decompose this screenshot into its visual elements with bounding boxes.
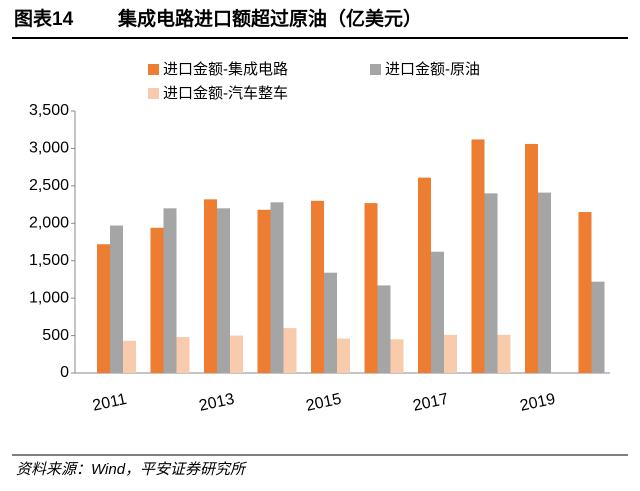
bar <box>431 251 444 373</box>
bar <box>204 199 217 373</box>
x-tick-label: 2013 <box>198 391 236 415</box>
bar <box>217 208 230 373</box>
y-tick-label: 2,500 <box>29 177 69 194</box>
bar <box>591 281 605 373</box>
bar <box>97 244 110 373</box>
bar <box>270 202 284 373</box>
y-tick-label: 3,000 <box>29 140 69 157</box>
bar <box>390 339 404 373</box>
bar <box>444 334 457 373</box>
x-tick-label: 2015 <box>305 391 343 415</box>
x-tick-label: 2017 <box>412 391 450 415</box>
legend-swatch <box>370 64 381 75</box>
legend-swatch <box>148 64 159 75</box>
bar <box>311 200 324 373</box>
bar <box>257 209 271 373</box>
bar <box>337 338 350 373</box>
x-tick-label: 2011 <box>91 391 128 415</box>
y-tick-label: 0 <box>60 364 69 381</box>
bar <box>578 212 592 373</box>
x-tick-label: 2019 <box>519 391 557 415</box>
bar <box>123 340 136 373</box>
y-tick-label: 3,500 <box>29 102 69 119</box>
bar <box>418 177 431 373</box>
legend-label: 进口金额-集成电路 <box>163 61 288 78</box>
figure-label: 图表14 <box>14 7 74 30</box>
bar <box>525 143 538 373</box>
bar <box>283 328 297 373</box>
bar <box>484 193 498 373</box>
bar <box>230 335 243 373</box>
y-tick-label: 2,000 <box>29 215 69 232</box>
y-tick-label: 1,000 <box>29 289 69 306</box>
bar <box>497 334 511 373</box>
bar <box>538 192 551 373</box>
source-note: 资料来源：Wind，平安证券研究所 <box>16 461 247 478</box>
legend-swatch <box>148 88 159 99</box>
bar <box>150 227 164 373</box>
chart-title: 集成电路进口额超过原油（亿美元） <box>117 7 422 30</box>
bar <box>163 208 177 373</box>
bar <box>471 139 485 373</box>
bar <box>324 272 337 373</box>
bar <box>176 337 190 373</box>
y-tick-label: 1,500 <box>29 252 69 269</box>
bar <box>364 203 378 373</box>
legend-label: 进口金额-汽车整车 <box>163 85 288 102</box>
legend-label: 进口金额-原油 <box>385 61 480 78</box>
y-tick-label: 500 <box>42 327 69 344</box>
bar <box>377 285 391 373</box>
bar <box>110 225 123 373</box>
